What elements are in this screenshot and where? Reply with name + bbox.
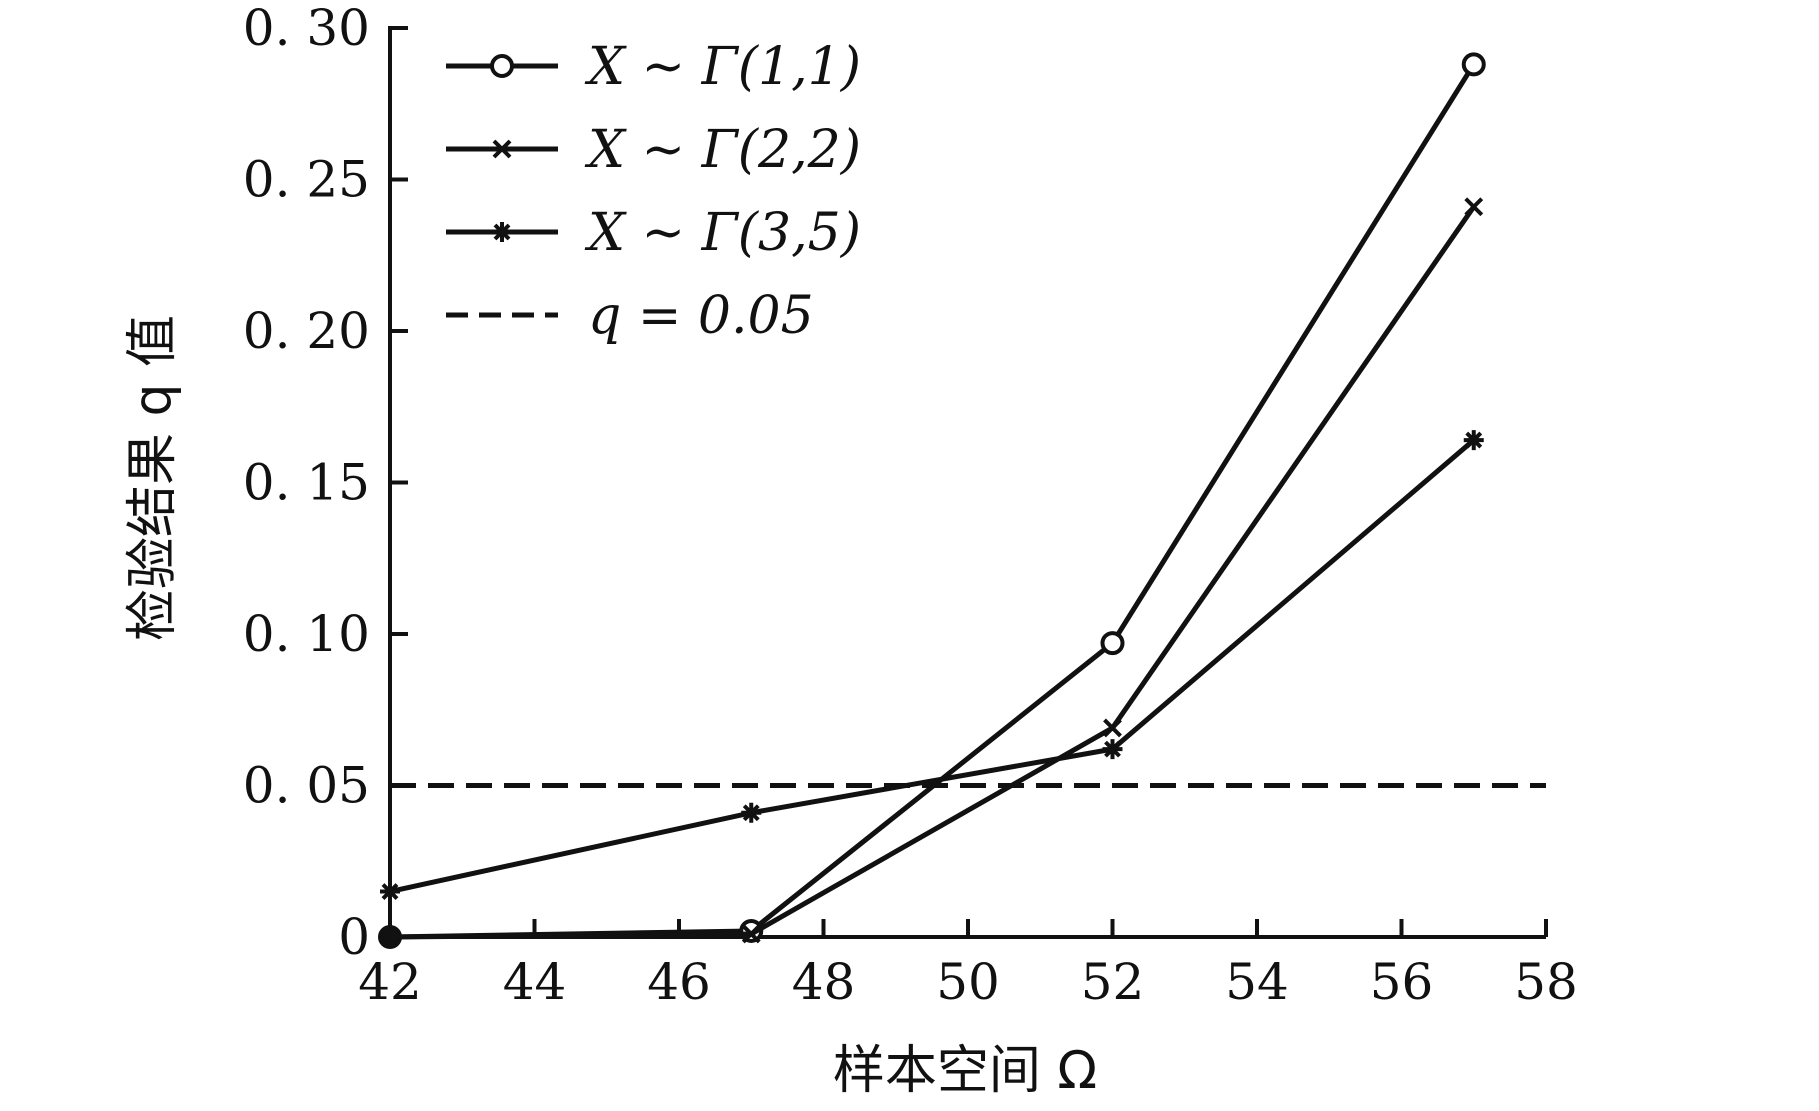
- origin-marker: [380, 927, 400, 947]
- series-line: [389, 205, 1476, 940]
- y-tick-label: 0. 25: [243, 151, 370, 209]
- marker-x: [1464, 197, 1484, 217]
- marker-x: [492, 139, 512, 159]
- marker-x: [1103, 718, 1122, 738]
- series: [378, 52, 1486, 949]
- marker-circle: [1461, 52, 1486, 77]
- legend-label: X ~ Γ(1,1): [584, 37, 861, 97]
- x-tick-label: 58: [1514, 953, 1578, 1011]
- x-axis-label: 样本空间 Ω: [833, 1041, 1097, 1101]
- x-ticks: 42 44 46 48 50 52 54 56 58: [358, 919, 1578, 1011]
- series: [380, 430, 1484, 902]
- y-tick-label: 0: [338, 908, 370, 966]
- legend-label: X ~ Γ(2,2): [584, 120, 861, 180]
- legend-item: X ~ Γ(2,2): [446, 120, 861, 180]
- series-line: [389, 63, 1476, 940]
- legend-label: q = 0.05: [588, 286, 814, 346]
- marker-x: [741, 924, 761, 944]
- marker-asterisk: [741, 802, 762, 823]
- marker-asterisk: [492, 222, 512, 242]
- legend-item: X ~ Γ(3,5): [446, 203, 861, 263]
- y-axis-label: 检验结果 q 值: [123, 315, 183, 641]
- y-ticks: 0 0. 05 0. 10 0. 15 0. 20 0. 25 0. 30: [243, 0, 408, 966]
- legend: X ~ Γ(1,1) X ~ Γ(2,2) X ~ Γ(3,5) q = 0.05: [446, 37, 861, 346]
- y-tick-label: 0. 20: [243, 302, 370, 360]
- legend-item: q = 0.05: [446, 286, 814, 346]
- x-tick-label: 46: [647, 953, 711, 1011]
- legend-item: X ~ Γ(1,1): [446, 37, 861, 97]
- x-tick-label: 54: [1225, 953, 1289, 1011]
- y-tick-label: 0. 15: [243, 454, 370, 512]
- x-tick-label: 42: [358, 953, 422, 1011]
- marker-circle: [1100, 631, 1125, 656]
- marker-asterisk: [380, 881, 400, 902]
- x-tick-label: 48: [792, 953, 856, 1011]
- y-tick-label: 0. 10: [243, 605, 370, 663]
- y-tick-label: 0. 30: [243, 0, 370, 57]
- plot-area: [378, 52, 1546, 949]
- x-tick-label: 44: [503, 953, 567, 1011]
- series-line: [389, 438, 1476, 894]
- y-tick-label: 0. 05: [243, 757, 370, 815]
- x-tick-label: 50: [936, 953, 1000, 1011]
- legend-label: X ~ Γ(3,5): [584, 203, 861, 263]
- marker-asterisk: [1463, 430, 1484, 451]
- x-tick-label: 52: [1081, 953, 1145, 1011]
- x-tick-label: 56: [1370, 953, 1434, 1011]
- axes: 0 0. 05 0. 10 0. 15 0. 20 0. 25 0. 30 42 44 46 48…: [243, 0, 1578, 1011]
- marker-asterisk: [1102, 739, 1123, 760]
- marker-circle: [490, 54, 514, 78]
